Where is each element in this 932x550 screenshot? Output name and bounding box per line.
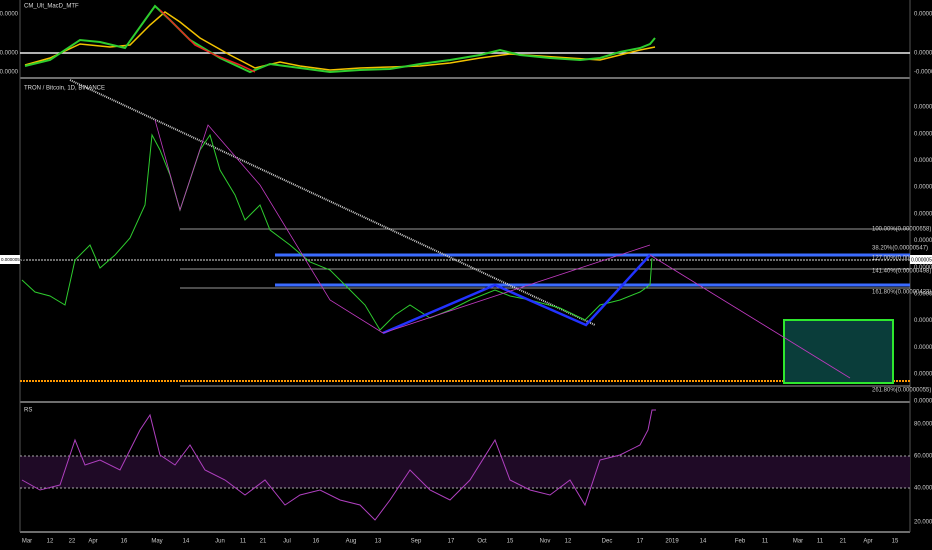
right-tick: 0.00000200 <box>914 345 932 351</box>
right-tick: 0.00000900 <box>914 158 932 164</box>
pane-title: CM_Ult_MacD_MTF <box>24 4 79 10</box>
wave-lines <box>154 119 651 334</box>
target-box <box>783 319 894 384</box>
left-tick: 0.0000 <box>0 12 19 18</box>
x-tick-label: 13 <box>375 539 382 545</box>
fib-label: 141.40%(0.00000498) <box>872 269 931 275</box>
x-tick-label: Feb <box>735 539 746 545</box>
x-tick-label: 15 <box>892 539 899 545</box>
fib-label: 100.00%(0.00000658) <box>872 227 931 233</box>
x-tick-label: May <box>151 539 162 545</box>
right-tick: 0.00000800 <box>914 185 932 191</box>
right-tick: 0.00000100 <box>914 372 932 378</box>
x-tick-label: 12 <box>47 539 54 545</box>
x-tick-label: 16 <box>313 539 320 545</box>
pane-title: RS <box>24 408 32 414</box>
right-tick: 0.00000700 <box>914 211 932 217</box>
x-tick-label: 14 <box>183 539 190 545</box>
right-tick: 0.00000500 <box>914 265 932 271</box>
pane-title: TRON / Bitcoin, 1D, BINANCE <box>24 86 105 92</box>
price-tag <box>910 255 932 264</box>
x-tick-label: 22 <box>69 539 76 545</box>
x-tick-label: 2019 <box>665 539 679 545</box>
right-tick: 0.00000600 <box>914 238 932 244</box>
right-tick: 0.00000400 <box>914 291 932 297</box>
right-tick: 0.0000 <box>914 12 932 18</box>
macd-line <box>24 4 656 74</box>
macd-signal <box>24 11 656 71</box>
x-tick-label: Apr <box>863 539 872 545</box>
macd-line-down <box>159 9 256 73</box>
x-tick-label: Oct <box>477 539 487 545</box>
x-tick-label: 11 <box>240 539 247 545</box>
x-tick-label: Jun <box>215 539 225 545</box>
x-tick-label: 11 <box>762 539 769 545</box>
left-tick: -0.0000 <box>0 70 19 76</box>
x-tick-label: Dec <box>602 539 613 545</box>
x-tick-label: 16 <box>121 539 128 545</box>
x-tick-label: 14 <box>700 539 707 545</box>
x-tick-label: Mar <box>22 539 32 545</box>
x-tick-label: Sep <box>411 539 422 545</box>
x-tick-label: Jul <box>283 539 291 545</box>
right-tick: 0.00001000 <box>914 131 932 137</box>
fib-label: 38.20%(0.00000547) <box>872 246 928 252</box>
fib-label: 161.80%(0.00000423) <box>872 290 931 296</box>
x-tick-label: 17 <box>448 539 455 545</box>
right-tick: 60.0000 <box>914 454 932 460</box>
fib-label: 261.80%(0.00000055) <box>872 388 931 394</box>
x-tick-label: 12 <box>565 539 572 545</box>
harmonic-pattern <box>382 254 651 335</box>
rsi-band <box>20 456 910 488</box>
x-tick-label: 17 <box>637 539 644 545</box>
price-tag-text: 0.00000529 <box>1 257 25 262</box>
fib-label: 127.00%(0.00000520) <box>872 256 931 262</box>
x-tick-label: 11 <box>817 539 824 545</box>
right-tick: 40.0000 <box>914 486 932 492</box>
right-tick: 20.0000 <box>914 520 932 526</box>
x-tick-label: 15 <box>507 539 514 545</box>
right-tick: 0.0000 <box>914 51 932 57</box>
left-tick: 0.0000 <box>0 51 19 57</box>
right-tick: -0.0000 <box>914 70 932 76</box>
x-tick-label: Mar <box>793 539 803 545</box>
right-tick: 0.00001100 <box>914 105 932 111</box>
x-tick-label: 21 <box>260 539 267 545</box>
projection-line <box>649 254 851 379</box>
trend-line <box>69 79 596 326</box>
x-tick-label: Aug <box>346 539 357 545</box>
x-tick-label: Apr <box>88 539 97 545</box>
right-tick: 0.00000300 <box>914 318 932 324</box>
right-tick: 80.0000 <box>914 422 932 428</box>
right-tick: 0.00000000 <box>914 398 932 404</box>
price-tag-text: 0.00000529 <box>911 257 932 263</box>
x-tick-label: 21 <box>840 539 847 545</box>
x-tick-label: Nov <box>540 539 551 545</box>
price-tag <box>0 255 20 264</box>
rsi-line <box>21 409 656 521</box>
